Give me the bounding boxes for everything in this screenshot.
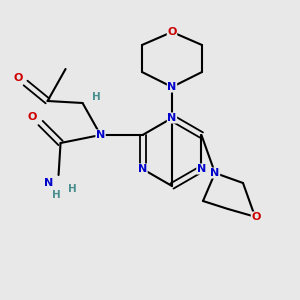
Text: N: N xyxy=(44,178,53,188)
Text: O: O xyxy=(14,73,23,83)
Text: N: N xyxy=(138,164,147,174)
Text: H: H xyxy=(68,184,77,194)
Text: H: H xyxy=(92,92,101,102)
Text: N: N xyxy=(210,168,220,178)
Text: O: O xyxy=(167,27,177,37)
Text: O: O xyxy=(28,112,37,122)
Text: N: N xyxy=(167,113,177,123)
Text: N: N xyxy=(96,130,105,140)
Text: O: O xyxy=(251,212,261,222)
Text: N: N xyxy=(167,82,177,92)
Text: N: N xyxy=(197,164,206,174)
Text: H: H xyxy=(52,190,61,200)
